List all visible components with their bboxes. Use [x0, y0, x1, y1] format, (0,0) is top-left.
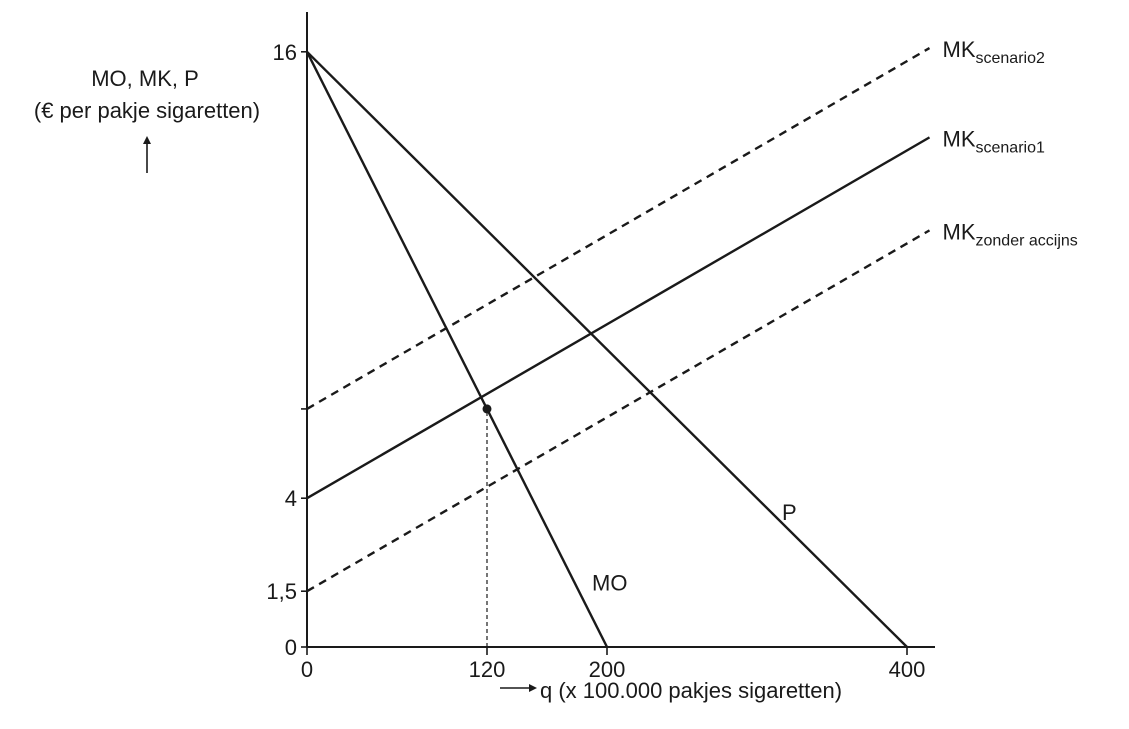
y-tick-label-0: 0 [285, 635, 297, 660]
series-lines [305, 47, 931, 648]
x-axis-arrow-icon [500, 684, 537, 692]
x-tick-label-120: 120 [469, 657, 506, 682]
x-tick-label-0: 0 [301, 657, 313, 682]
series-line-mk-scenario1 [306, 136, 931, 500]
series-line-p [306, 50, 908, 648]
y-axis-label-line1: MO, MK, P [91, 66, 199, 91]
series-labels: MO P MKscenario1 MKscenario2 MKzonder accijn… [592, 37, 1078, 596]
series-line-mo [305, 51, 609, 648]
intersection-point-marker [482, 404, 492, 414]
series-label-subscript-mk-scenario2: scenario2 [976, 50, 1045, 67]
series-label-mk-zonder-accijns: MKzonder accijns [943, 219, 1078, 249]
series-label-mk-scenario2: MKscenario2 [943, 37, 1045, 67]
y-axis-arrow-icon [143, 136, 151, 173]
x-tick-label-400: 400 [889, 657, 926, 682]
y-tick-label-4: 4 [285, 486, 297, 511]
series-line-mk-zonder-accijns [306, 229, 931, 593]
series-label-subscript-mk-zonder-accijns: zonder accijns [976, 232, 1078, 249]
y-tick-label-16: 16 [273, 40, 297, 65]
ticks: 0 120 200 400 0 1,5 4 16 [266, 40, 925, 682]
y-tick-label-1-5: 1,5 [266, 579, 297, 604]
y-axis-label-line2: (€ per pakje sigaretten) [33, 98, 261, 123]
markers [482, 404, 492, 414]
series-label-mo: MO [592, 571, 627, 596]
x-tick-label-200: 200 [589, 657, 626, 682]
series-line-mk-scenario2 [306, 47, 931, 410]
series-label-p: P [782, 500, 797, 525]
series-label-subscript-mk-scenario1: scenario1 [976, 139, 1045, 156]
x-axis-label: q (x 100.000 pakjes sigaretten) [540, 678, 843, 703]
series-label-mk-scenario1: MKscenario1 [943, 126, 1045, 156]
axes [306, 12, 935, 648]
